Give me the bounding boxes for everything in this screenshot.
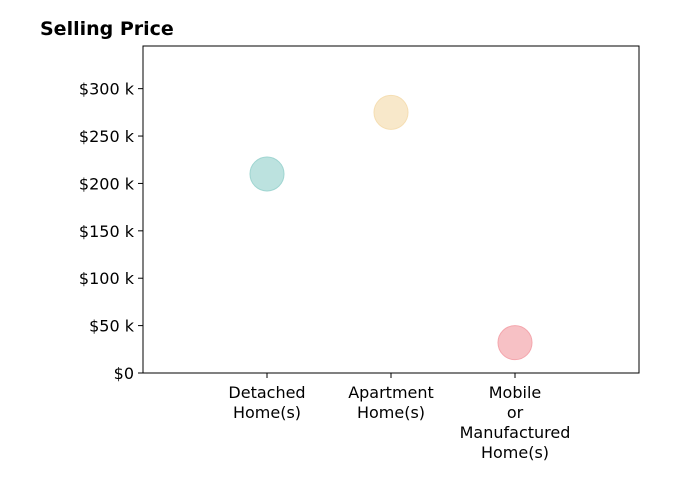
y-tick-label: $150 k: [79, 222, 135, 241]
x-tick-label: Apartment Home(s): [348, 383, 434, 422]
y-tick-label: $200 k: [79, 174, 135, 193]
data-point: [373, 94, 409, 130]
y-tick-label: $0: [114, 364, 134, 383]
y-tick-label: $100 k: [79, 269, 135, 288]
x-tick-label: Mobile or Manufactured Home(s): [460, 383, 571, 462]
x-tick-label-line: Manufactured: [460, 423, 571, 442]
x-tick-label-line: or: [507, 403, 524, 422]
data-points: [249, 94, 533, 361]
chart-title: Selling Price: [40, 18, 174, 40]
x-tick-label-line: Home(s): [233, 403, 301, 422]
data-point: [497, 325, 533, 361]
x-axis: Detached Home(s)Apartment Home(s)Mobile or M…: [228, 373, 570, 462]
y-tick-label: $250 k: [79, 127, 135, 146]
x-tick-label-line: Home(s): [481, 443, 549, 462]
x-tick-label: Detached Home(s): [228, 383, 305, 422]
y-axis: $0 $50 k $100 k $150 k $200 k $250 k $300 k: [79, 80, 143, 383]
y-tick-label: $300 k: [79, 80, 135, 99]
data-point: [249, 156, 285, 192]
x-tick-label-line: Detached: [228, 383, 305, 402]
x-tick-label-line: Home(s): [357, 403, 425, 422]
x-tick-label-line: Mobile: [489, 383, 541, 402]
x-tick-label-line: Apartment: [348, 383, 434, 402]
y-tick-label: $50 k: [89, 317, 135, 336]
